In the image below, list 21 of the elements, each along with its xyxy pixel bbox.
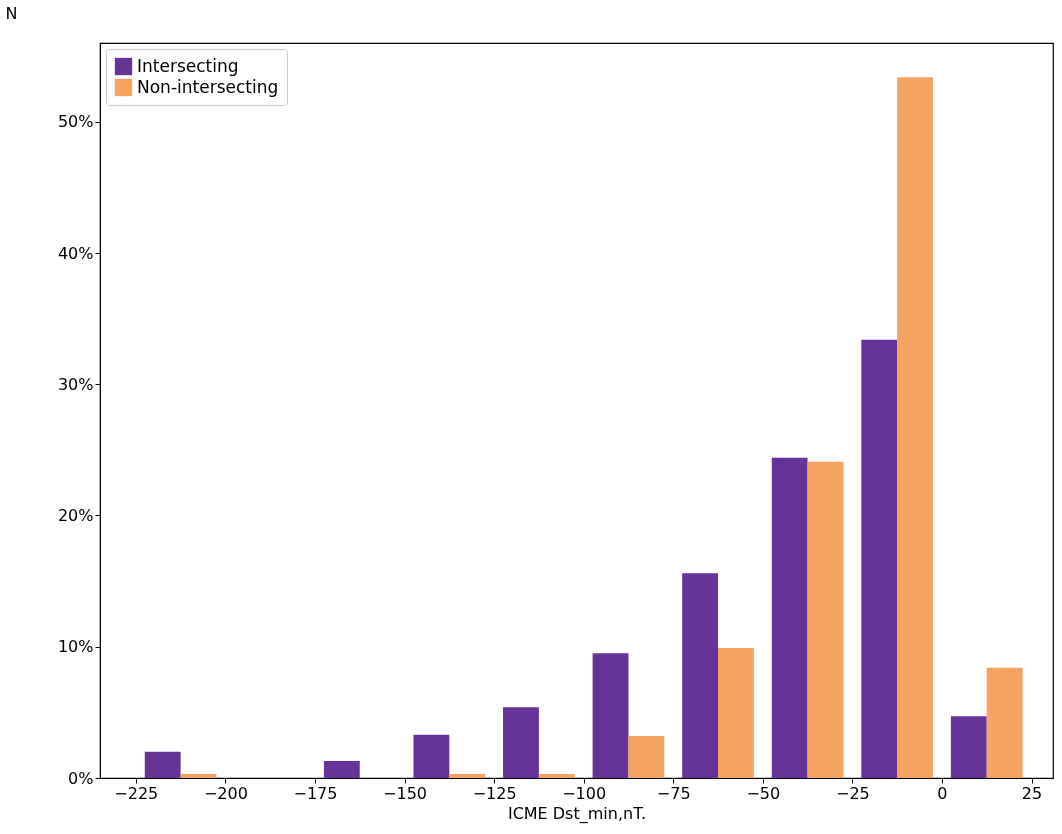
y-tick-label: 0% bbox=[68, 768, 94, 788]
y-tick-label: 30% bbox=[57, 374, 94, 394]
x-tick-label: 25 bbox=[1021, 783, 1043, 803]
x-tick-label: −200 bbox=[203, 783, 248, 803]
legend-label: Intersecting bbox=[137, 55, 239, 76]
x-tick-label: −75 bbox=[656, 783, 691, 803]
x-tick-label: −150 bbox=[383, 783, 428, 803]
x-tick-label: −50 bbox=[746, 783, 781, 803]
y-tick-label: 10% bbox=[57, 637, 94, 657]
x-tick-label: 0 bbox=[937, 783, 948, 803]
x-tick-label: −225 bbox=[114, 783, 159, 803]
x-tick-label: −100 bbox=[562, 783, 607, 803]
x-axis-title: ICME Dst_min,nT. bbox=[507, 803, 647, 824]
x-tick-label: −25 bbox=[835, 783, 870, 803]
legend-label: Non-intersecting bbox=[137, 76, 279, 97]
x-tick-label: −175 bbox=[293, 783, 338, 803]
x-tick-label: −125 bbox=[472, 783, 517, 803]
y-tick-label: 40% bbox=[57, 243, 94, 263]
y-axis-title: N bbox=[5, 3, 18, 23]
y-tick-label: 20% bbox=[57, 506, 94, 525]
y-tick-label: 50% bbox=[57, 112, 94, 132]
